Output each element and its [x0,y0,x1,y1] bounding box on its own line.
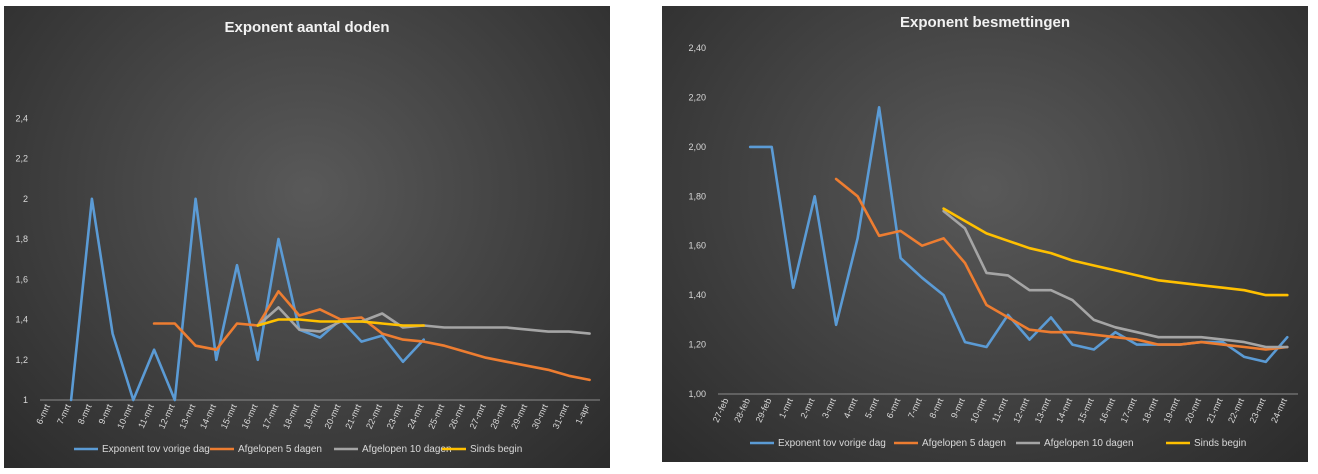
x-tick-label: 3-mrt [820,396,838,420]
legend-label: Exponent tov vorige dag [778,438,886,449]
legend-label: Sinds begin [1194,438,1246,449]
x-tick-label: 24-mrt [405,402,425,430]
x-tick-label: 20-mrt [322,402,342,430]
chart-title: Exponent aantal doden [224,19,389,36]
y-tick-label: 1,60 [688,241,706,251]
x-tick-label: 10-mrt [968,396,988,424]
x-tick-label: 27-mrt [468,402,488,430]
series-sinds-begin [256,318,425,327]
y-tick-label: 2,2 [15,154,28,164]
y-tick-label: 2,20 [688,92,706,102]
y-tick-label: 1,20 [688,340,706,350]
x-tick-label: 15-mrt [219,402,239,430]
x-tick-label: 1-mrt [777,396,795,420]
y-tick-label: 1,00 [688,389,706,399]
y-tick-label: 2,4 [15,113,28,123]
x-tick-label: 15-mrt [1076,396,1096,424]
x-tick-label: 7-mrt [55,402,73,426]
x-tick-label: 9-mrt [96,402,114,426]
x-tick-label: 5-mrt [863,396,881,420]
series-afgelopen-5-dagen [152,290,591,382]
x-tick-label: 23-mrt [1248,396,1268,424]
y-tick-label: 1,6 [15,274,28,284]
x-tick-label: 19-mrt [302,402,322,430]
series-exponent-tov-vorige-dag [69,197,425,402]
x-tick-label: 28-mrt [488,402,508,430]
x-tick-label: 14-mrt [1054,396,1074,424]
x-tick-label: 12-mrt [157,402,177,430]
x-tick-label: 17-mrt [260,402,280,430]
x-tick-label: 8-mrt [76,402,94,426]
series-afgelopen-10-dagen [942,209,1289,349]
x-tick-label: 25-mrt [426,402,446,430]
series-line [942,209,1289,349]
legend-label: Afgelopen 5 dagen [238,444,322,455]
legend-label: Afgelopen 10 dagen [362,444,452,455]
y-tick-label: 1,40 [688,290,706,300]
x-tick-label: 22-mrt [1226,396,1246,424]
y-tick-label: 2,00 [688,142,706,152]
y-tick-label: 1 [23,395,28,405]
x-tick-label: 11-mrt [990,396,1010,424]
legend-label: Exponent tov vorige dag [102,444,210,455]
x-tick-label: 29-mrt [509,402,529,430]
x-tick-label: 7-mrt [906,396,924,420]
x-tick-label: 16-mrt [240,402,260,430]
x-tick-label: 13-mrt [177,402,197,430]
x-tick-label: 9-mrt [949,396,967,420]
x-tick-label: 21-mrt [1205,396,1225,424]
x-tick-label: 4-mrt [842,396,860,420]
x-tick-label: 18-mrt [1140,396,1160,424]
y-tick-label: 1,2 [15,355,28,365]
x-tick-label: 24-mrt [1269,396,1289,424]
chart-deaths: Exponent aantal doden 1 1,2 1,4 1,6 1,8 2 2,2 2,… [15,19,600,455]
y-tick-label: 1,80 [688,191,706,201]
x-tick-label: 18-mrt [281,402,301,430]
x-tick-label: 23-mrt [385,402,405,430]
y-tick-label: 1,8 [15,234,28,244]
x-tick-label: 12-mrt [1011,396,1031,424]
chart-panel-deaths: Exponent aantal doden 1 1,2 1,4 1,6 1,8 2 2,2 2,… [4,6,610,468]
x-tick-label: 27-feb [711,397,731,424]
x-tick-label: 20-mrt [1183,396,1203,424]
y-tick-label: 2,40 [688,43,706,53]
legend-label: Sinds begin [470,444,522,455]
x-tick-label: 30-mrt [530,402,550,430]
x-tick-label: 11-mrt [136,402,156,430]
y-tick-label: 1,4 [15,315,28,325]
x-tick-label: 31-mrt [551,402,571,430]
x-tick-label: 1-apr [573,403,591,426]
x-tick-label: 29-feb [754,397,774,424]
x-tick-label: 2-mrt [799,396,817,420]
chart-infections: Exponent besmettingen 1,00 1,20 1,40 1,60 1,8… [688,14,1298,449]
series-line [69,197,425,402]
x-tick-label: 16-mrt [1097,396,1117,424]
x-tick-label: 13-mrt [1033,396,1053,424]
x-tick-label: 17-mrt [1119,396,1139,424]
x-tick-label: 14-mrt [198,402,218,430]
x-tick-label: 10-mrt [115,402,135,430]
chart-title: Exponent besmettingen [900,14,1070,31]
legend-label: Afgelopen 5 dagen [922,438,1006,449]
y-tick-label: 2 [23,194,28,204]
series-line [152,290,591,382]
x-tick-label: 19-mrt [1162,396,1182,424]
x-tick-label: 8-mrt [927,396,945,420]
series-afgelopen-5-dagen [834,177,1289,351]
x-tick-label: 26-mrt [447,402,467,430]
x-tick-label: 21-mrt [343,402,363,430]
x-tick-label: 6-mrt [884,396,902,420]
x-tick-label: 22-mrt [364,402,384,430]
series-line [256,318,425,327]
series-line [942,207,1289,297]
legend-label: Afgelopen 10 dagen [1044,438,1134,449]
x-tick-label: 6-mrt [34,402,52,426]
series-sinds-begin [942,207,1289,297]
x-tick-label: 28-feb [732,397,752,424]
chart-panel-infections: Exponent besmettingen 1,00 1,20 1,40 1,60 1,8… [662,6,1308,462]
series-line [834,177,1289,351]
